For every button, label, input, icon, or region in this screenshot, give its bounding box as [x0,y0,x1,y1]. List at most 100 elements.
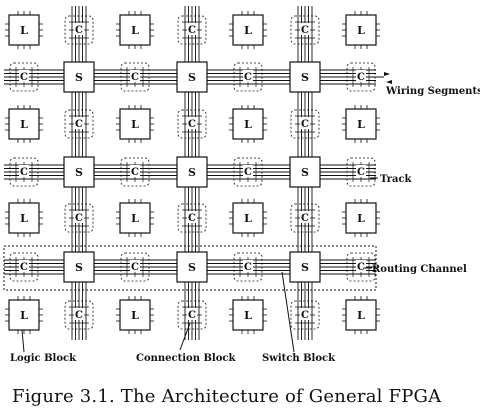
connection-label-bg [19,165,29,177]
logic-block-label: L [20,212,28,225]
label-switch-block: Switch Block [262,353,336,364]
connection-label-bg [19,260,29,272]
connection-label-bg [187,23,197,35]
connection-block-label: C [357,167,365,178]
connection-block [346,157,376,187]
logic-block-label: L [20,118,28,131]
connection-block [177,109,207,139]
connection-block-label: C [188,25,196,36]
logic-block-label: L [131,309,139,322]
connection-block [9,252,39,282]
switch-block [176,156,208,188]
connection-block [233,252,263,282]
connection-block-label: C [75,25,83,36]
connection-label-bg [300,308,310,320]
connection-block-label: C [188,119,196,130]
label-routing-channel: Routing Channel [372,264,467,275]
switch-block-label: S [301,71,309,84]
logic-block-label: L [244,309,252,322]
connection-label-bg [356,260,366,272]
label-track: Track [380,174,413,185]
connection-label-bg [130,70,140,82]
connection-block [120,157,150,187]
logic-block-label: L [244,212,252,225]
connection-label-bg [187,211,197,223]
logic-block-label: L [244,24,252,37]
connection-block-label: C [244,167,252,178]
arrow-icon [386,80,392,84]
connection-block-label: C [188,213,196,224]
switch-block-label: S [188,166,196,179]
connection-label-bg [243,260,253,272]
connection-label-bg [74,308,84,320]
logic-block-label: L [131,24,139,37]
logic-block-label: L [357,118,365,131]
connection-block-label: C [20,72,28,83]
connection-block [9,62,39,92]
connection-block [9,157,39,187]
connection-block [64,109,94,139]
connection-label-bg [19,70,29,82]
connection-block [177,203,207,233]
label-connection-block: Connection Block [136,353,236,364]
switch-block [289,156,321,188]
connection-label-bg [356,70,366,82]
connection-block [290,109,320,139]
logic-block-label: L [131,118,139,131]
connection-block-label: C [75,213,83,224]
connection-block-label: C [131,262,139,273]
connection-block-label: C [301,310,309,321]
connection-block [346,252,376,282]
switch-block [63,156,95,188]
connection-block-label: C [301,25,309,36]
connection-block-label: C [357,72,365,83]
switch-block-label: S [301,261,309,274]
logic-block-label: L [357,309,365,322]
logic-block-label: L [357,24,365,37]
connection-label-bg [243,165,253,177]
connection-label-bg [74,211,84,223]
connection-block [64,15,94,45]
connection-block-label: C [301,119,309,130]
logic-block-label: L [357,212,365,225]
connection-block-label: C [75,310,83,321]
connection-label-bg [300,117,310,129]
connection-label-bg [74,23,84,35]
connection-block [290,300,320,330]
switch-block-label: S [301,166,309,179]
connection-block-label: C [244,72,252,83]
connection-block [290,203,320,233]
label-leader-connection [179,322,191,351]
logic-block-label: L [20,309,28,322]
connection-block-label: C [301,213,309,224]
connection-label-bg [130,165,140,177]
routing-channel-outline [3,245,377,291]
arrow-icon [384,72,390,76]
logic-and-switch-blocks: L L L L S S S L L L L S S S L L L L S S S L L L L [5,11,380,334]
switch-block [289,251,321,283]
label-leader-switch [281,271,295,353]
connection-label-bg [356,165,366,177]
label-logic-block: Logic Block [10,353,77,364]
connection-label-bg [74,117,84,129]
connection-blocks: C C C C C C C C C C C C C C C C C C C C C C C C [9,15,376,330]
switch-block [289,61,321,93]
connection-block-label: C [20,262,28,273]
switch-block-label: S [75,71,83,84]
connection-block-label: C [75,119,83,130]
connection-block-label: C [131,72,139,83]
switch-block [176,61,208,93]
switch-block [176,251,208,283]
connection-block-label: C [244,262,252,273]
figure-caption: Figure 3.1. The Architecture of General … [12,386,442,407]
connection-block-label: C [131,167,139,178]
connection-block [177,15,207,45]
logic-block-label: L [244,118,252,131]
connection-block [290,15,320,45]
switch-block-label: S [75,166,83,179]
label-leader-logic [21,329,25,353]
logic-block-label: L [20,24,28,37]
connection-block-label: C [357,262,365,273]
connection-label-bg [130,260,140,272]
